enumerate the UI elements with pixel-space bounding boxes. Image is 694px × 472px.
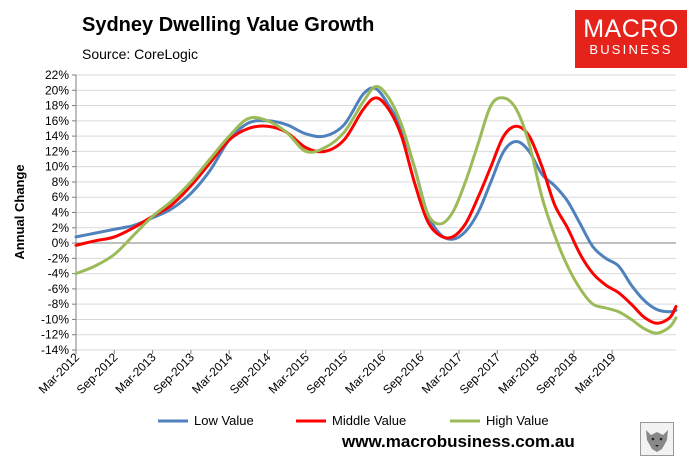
logo-line-2: BUSINESS (589, 42, 673, 57)
y-tick-label: 12% (45, 144, 69, 158)
chart-source: Source: CoreLogic (82, 46, 198, 62)
legend-label-high-value: High Value (486, 413, 549, 428)
series-line-low-value (74, 86, 678, 314)
x-tick-label: Sep-2017 (457, 350, 504, 397)
y-tick-label: 2% (52, 221, 70, 235)
series-line-middle-value (74, 96, 678, 325)
y-tick-label: -8% (48, 297, 70, 311)
y-tick-label: 18% (45, 99, 69, 113)
y-tick-label: -10% (41, 312, 69, 326)
chart-title: Sydney Dwelling Value Growth (82, 14, 375, 36)
x-tick-label: Sep-2014 (227, 350, 274, 397)
x-tick-label: Sep-2015 (304, 350, 351, 397)
y-tick-label: 10% (45, 160, 69, 174)
y-tick-label: 22% (45, 68, 69, 82)
macrobusiness-logo: MACRO BUSINESS (575, 10, 687, 68)
wolf-logo-icon (640, 422, 674, 456)
y-tick-label: -2% (48, 251, 70, 265)
series-lines (74, 84, 678, 335)
y-gridlines (76, 74, 676, 351)
y-tick-label: 0% (52, 236, 70, 250)
x-tick-label: Sep-2013 (150, 350, 197, 397)
y-axis-label: Annual Change (12, 164, 27, 259)
y-tick-labels: -14%-12% -10%-8%-6%-4% -2%0%2%4% 6%8%10% 12%… (41, 68, 76, 357)
y-tick-label: 16% (45, 114, 69, 128)
x-tick-label: Sep-2018 (533, 350, 580, 397)
y-tick-label: -6% (48, 282, 70, 296)
y-tick-label: -4% (48, 267, 70, 281)
logo-line-1: MACRO (583, 15, 679, 43)
legend-label-low-value: Low Value (194, 413, 254, 428)
x-tick-label: Mar-2019 (572, 350, 618, 396)
y-tick-label: 6% (52, 190, 70, 204)
x-tick-labels: Mar-2012Sep-2012Mar-2013Sep-2013Mar-2014… (36, 350, 619, 397)
y-tick-label: -14% (41, 343, 69, 357)
legend: Low Value Middle Value High Value (158, 413, 549, 428)
y-tick-label: 20% (45, 83, 69, 97)
legend-label-middle-value: Middle Value (332, 413, 406, 428)
x-tick-label: Sep-2016 (380, 350, 427, 397)
y-tick-label: 4% (52, 206, 70, 220)
website-url: www.macrobusiness.com.au (342, 432, 575, 451)
y-tick-label: 14% (45, 129, 69, 143)
x-tick-label: Sep-2012 (74, 350, 121, 397)
series-line-high-value (74, 84, 678, 335)
y-tick-label: -12% (41, 328, 69, 342)
y-tick-label: 8% (52, 175, 70, 189)
